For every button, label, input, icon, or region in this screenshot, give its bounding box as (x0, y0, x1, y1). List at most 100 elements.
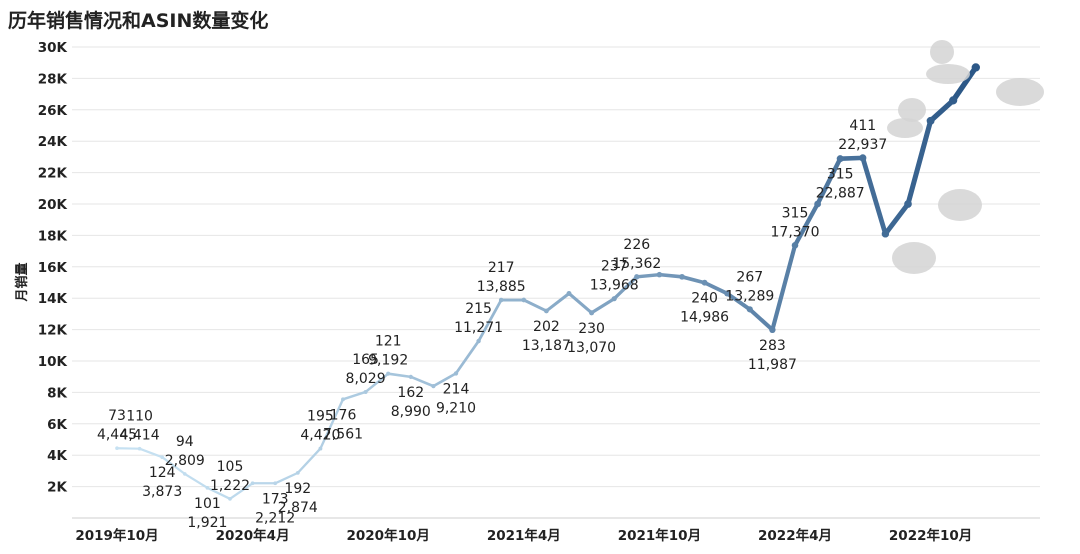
series-segment (183, 472, 209, 489)
y-tick-label: 16K (38, 260, 68, 276)
redacted-areas (887, 40, 1044, 274)
data-label-sales: 17,370 (771, 224, 820, 240)
data-point[interactable] (408, 374, 413, 379)
data-point[interactable] (971, 63, 980, 72)
y-tick-label: 14K (38, 291, 68, 307)
series-segment (386, 372, 413, 379)
data-point[interactable] (250, 481, 255, 486)
series-segment (747, 307, 775, 332)
series-segment (341, 390, 367, 401)
data-point[interactable] (634, 274, 640, 280)
data-point[interactable] (521, 297, 527, 303)
data-label-sales: 2,212 (255, 510, 295, 526)
data-point[interactable] (341, 397, 345, 402)
data-point[interactable] (137, 446, 142, 451)
y-tick-label: 4K (47, 448, 67, 464)
x-tick-label: 2019年10月 (75, 527, 158, 544)
x-tick-label: 2020年10月 (347, 527, 430, 544)
data-label-sales: 8,990 (391, 404, 431, 420)
data-label-asin: 162 (397, 385, 424, 401)
data-point[interactable] (656, 271, 663, 278)
series-segment (432, 372, 458, 388)
sales-series (115, 64, 979, 500)
data-point[interactable] (205, 486, 210, 490)
series-segment (409, 375, 435, 388)
data-point[interactable] (476, 338, 481, 344)
data-label-sales: 13,968 (590, 278, 639, 294)
data-label-sales: 22,887 (816, 186, 865, 202)
data-point[interactable] (273, 481, 278, 486)
data-point[interactable] (859, 154, 867, 162)
data-label-sales: 22,937 (838, 137, 887, 153)
data-point[interactable] (746, 306, 753, 313)
data-point[interactable] (724, 290, 731, 297)
series-segment (882, 201, 911, 237)
y-tick-label: 12K (38, 323, 68, 339)
data-label-sales: 4,445 (97, 427, 137, 443)
data-point[interactable] (836, 155, 844, 163)
data-label-asin: 226 (623, 237, 650, 253)
data-point[interactable] (791, 241, 799, 249)
data-point[interactable] (363, 389, 368, 394)
data-point[interactable] (589, 310, 595, 316)
data-label-sales: 9,210 (436, 400, 476, 416)
data-point[interactable] (386, 371, 391, 376)
y-tick-label: 22K (38, 166, 68, 182)
data-label-asin: 267 (736, 269, 763, 285)
data-label-sales: 15,362 (612, 256, 661, 272)
sales-points (115, 63, 980, 501)
y-tick-label: 20K (38, 197, 68, 213)
series-segment (477, 298, 503, 343)
series-segment (206, 486, 232, 500)
series-segment (364, 372, 390, 394)
data-point[interactable] (949, 96, 958, 105)
series-segment (296, 447, 322, 475)
data-label-sales: 13,289 (725, 288, 774, 304)
data-point[interactable] (453, 371, 459, 376)
series-segment (770, 243, 798, 332)
data-label-asin: 315 (782, 205, 809, 221)
data-point[interactable] (881, 230, 890, 238)
redacted-label-blur (926, 64, 970, 84)
series-segment (567, 291, 594, 315)
data-point[interactable] (544, 308, 549, 314)
data-label-asin: 411 (849, 118, 876, 134)
series-segment (635, 272, 662, 279)
data-point[interactable] (769, 326, 776, 334)
series-segment (544, 291, 571, 313)
data-point[interactable] (431, 383, 436, 389)
data-point[interactable] (701, 279, 708, 286)
x-tick-label: 2022年4月 (758, 527, 832, 544)
data-label-asin: 101 (194, 496, 221, 512)
y-tick-label: 18K (38, 228, 68, 244)
data-point[interactable] (926, 116, 935, 125)
data-label-sales: 7,561 (323, 426, 363, 442)
data-point[interactable] (182, 472, 187, 476)
data-label-asin: 176 (330, 407, 357, 423)
data-label-asin: 237 (601, 259, 628, 275)
data-label-asin: 195 (307, 409, 334, 425)
data-point[interactable] (318, 446, 323, 451)
data-label-asin: 202 (533, 319, 560, 335)
data-point[interactable] (160, 455, 165, 460)
data-label-sales: 1,222 (210, 478, 250, 494)
redacted-label-blur (930, 40, 954, 64)
data-label-sales: 2,874 (278, 500, 318, 516)
data-point[interactable] (566, 291, 572, 296)
data-label-asin: 315 (827, 167, 854, 183)
data-point[interactable] (228, 496, 232, 501)
data-label-sales: 13,187 (522, 338, 571, 354)
data-point[interactable] (679, 273, 685, 280)
data-point[interactable] (115, 446, 119, 451)
data-point[interactable] (904, 200, 912, 208)
series-segment (725, 291, 752, 312)
series-segment (522, 298, 548, 313)
data-point[interactable] (498, 297, 504, 303)
data-point[interactable] (611, 296, 617, 302)
data-label-sales: 8,029 (346, 371, 386, 387)
data-point[interactable] (295, 470, 300, 475)
series-segment (837, 155, 866, 161)
data-point[interactable] (814, 200, 821, 208)
data-label-sales: 13,070 (567, 340, 616, 356)
